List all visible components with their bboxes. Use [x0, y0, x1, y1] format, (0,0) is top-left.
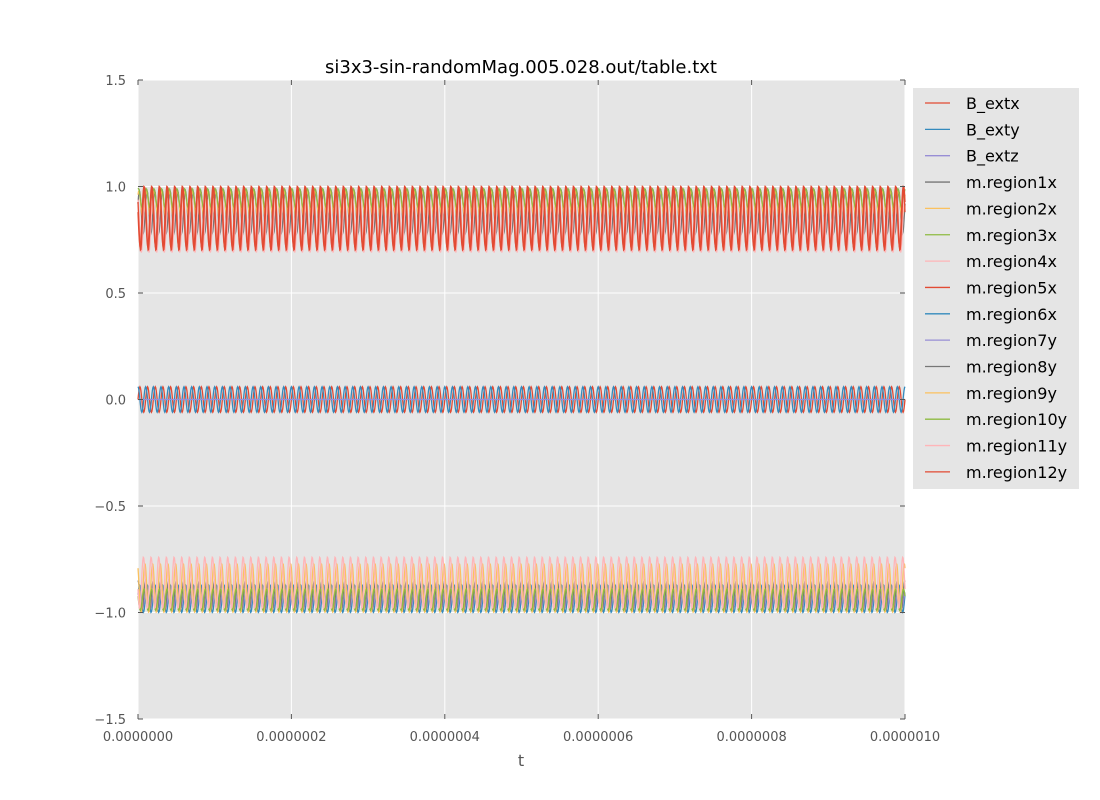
- legend-label: B_extz: [966, 147, 1019, 167]
- y-tick-label: −1.5: [94, 713, 126, 728]
- legend-label: m.region3x: [966, 226, 1057, 245]
- legend-label: m.region8y: [966, 358, 1057, 377]
- axis-ticks: 0.0000000 0.0000002 0.0000004 0.0000006 0.00…: [94, 74, 940, 745]
- legend-label: m.region4x: [966, 252, 1057, 271]
- x-tick-label: 0.0000002: [256, 730, 326, 745]
- series-line-m-region11y: [137, 555, 906, 610]
- legend-label: m.region2x: [966, 199, 1057, 218]
- legend-box: [913, 88, 1079, 489]
- x-tick-label: 0.0000008: [716, 730, 786, 745]
- legend-label: m.region5x: [966, 278, 1057, 297]
- legend-label: m.region6x: [966, 305, 1057, 324]
- series-line-b-exty: [137, 385, 906, 414]
- x-axis-label: t: [518, 751, 524, 770]
- legend: B_extx B_exty B_extz m.region1x m.region2x m.…: [913, 88, 1079, 489]
- y-tick-label: 1.0: [105, 181, 126, 196]
- legend-label: m.region9y: [966, 384, 1057, 403]
- legend-label: m.region7y: [966, 331, 1057, 350]
- legend-label: B_exty: [966, 120, 1020, 140]
- series-lines: [137, 185, 906, 614]
- legend-label: m.region11y: [966, 437, 1067, 456]
- series-line-m-region12y: [137, 185, 906, 248]
- chart-title: si3x3-sin-randomMag.005.028.out/table.tx…: [325, 57, 717, 78]
- legend-label: B_extx: [966, 94, 1020, 114]
- legend-label: m.region1x: [966, 173, 1057, 192]
- x-tick-label: 0.0000004: [410, 730, 480, 745]
- y-tick-label: −0.5: [94, 500, 126, 515]
- x-tick-label: 0.0000000: [103, 730, 173, 745]
- y-tick-label: 1.5: [105, 74, 126, 89]
- x-tick-label: 0.0000006: [563, 730, 633, 745]
- x-tick-label: 0.0000010: [870, 730, 940, 745]
- y-tick-label: 0.5: [105, 287, 126, 302]
- legend-label: m.region10y: [966, 410, 1067, 429]
- y-tick-label: −1.0: [94, 607, 126, 622]
- y-tick-label: 0.0: [105, 394, 126, 409]
- legend-label: m.region12y: [966, 463, 1067, 482]
